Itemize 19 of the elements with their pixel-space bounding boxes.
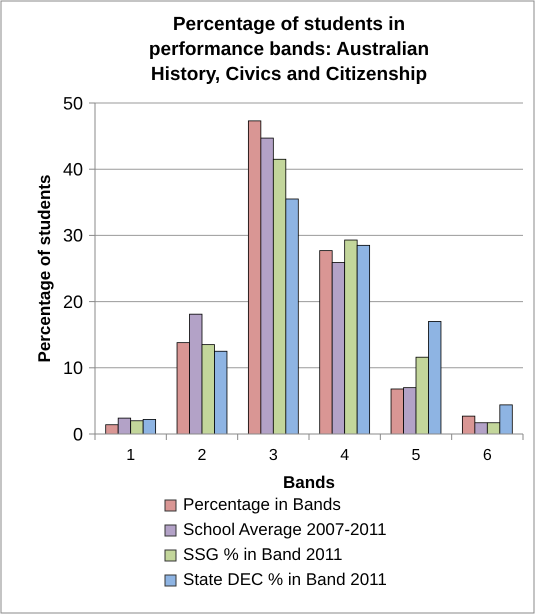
legend-label: State DEC % in Band 2011 xyxy=(183,570,387,589)
legend-label: School Average 2007-2011 xyxy=(183,520,387,539)
x-tick-label: 1 xyxy=(126,447,136,464)
legend-label: Percentage in Bands xyxy=(183,495,341,514)
x-axis-title: Bands xyxy=(283,473,335,492)
y-tick-label: 0 xyxy=(72,424,83,444)
y-tick-label: 10 xyxy=(62,358,83,378)
x-tick-label: 2 xyxy=(198,447,207,464)
legend-label: SSG % in Band 2011 xyxy=(183,545,342,564)
x-tick-label: 6 xyxy=(482,447,492,464)
y-tick-label: 30 xyxy=(62,226,83,246)
y-axis-title: Percentage of students xyxy=(35,174,54,362)
x-tick-label: 3 xyxy=(268,447,278,464)
chart-title: Percentage of students in performance bands: Australian History, Civics and Citizenship xyxy=(148,14,430,85)
y-tick-label: 50 xyxy=(62,93,83,114)
x-tick-label: 5 xyxy=(412,447,421,464)
y-tick-label: 20 xyxy=(62,292,83,312)
y-tick-label: 40 xyxy=(62,160,83,180)
x-tick-label: 4 xyxy=(340,447,350,464)
